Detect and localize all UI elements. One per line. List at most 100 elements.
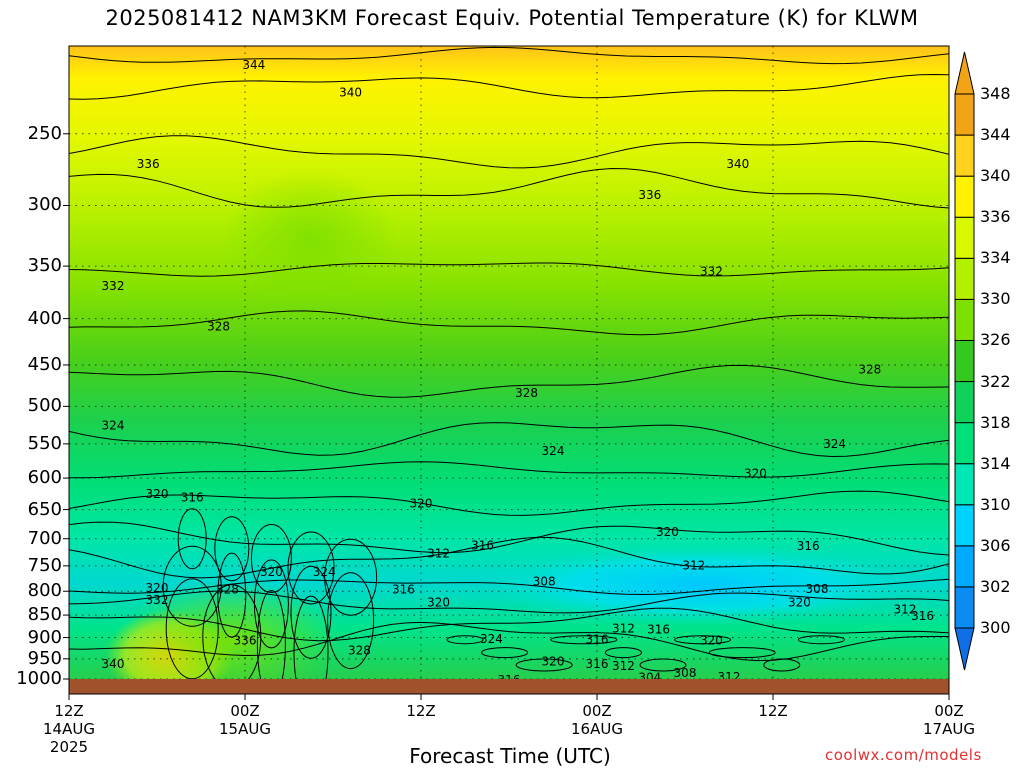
y-tick-label: 750	[27, 554, 62, 576]
contour-label: 308	[533, 574, 556, 588]
contour-label: 312	[682, 558, 705, 572]
source-credit[interactable]: coolwx.com/models	[825, 746, 982, 764]
colorbar-label: 326	[980, 330, 1011, 350]
x-tick-label: 12Z 14AUG 2025	[43, 702, 95, 756]
y-tick-label: 450	[27, 353, 62, 375]
colorbar-max-arrow	[954, 51, 975, 95]
colorbar-label: 318	[980, 412, 1011, 432]
convective-contour	[324, 538, 378, 616]
contour-label: 324	[823, 437, 846, 451]
boundary-layer-contour	[604, 647, 642, 659]
contour-label: 320	[788, 595, 811, 609]
contour-label: 320	[542, 654, 565, 668]
x-tick-label: 12Z	[406, 702, 436, 720]
contour-label: 308	[674, 666, 697, 680]
contour-label: 336	[234, 634, 257, 648]
isoline	[69, 536, 949, 579]
y-tick-label: 850	[27, 604, 62, 626]
convective-contour	[256, 590, 286, 694]
isoline	[69, 364, 949, 398]
y-tick-label: 650	[27, 498, 62, 520]
colorbar-swatch	[954, 504, 975, 547]
contour-label: 324	[480, 632, 503, 646]
colorbar-swatch	[954, 339, 975, 383]
y-tick-label: 950	[27, 647, 62, 669]
y-tick-label: 500	[27, 395, 62, 417]
x-tick-label: 12Z	[758, 702, 788, 720]
contour-label: 312	[612, 622, 635, 636]
contour-label: 312	[427, 547, 450, 561]
isoline	[69, 46, 949, 65]
colorbar-swatch	[954, 216, 975, 259]
contour-label: 320	[260, 565, 283, 579]
convective-contour	[287, 531, 335, 605]
isoline	[69, 578, 949, 596]
x-tick-label: 00Z 17AUG	[923, 702, 975, 738]
x-tick-label: 00Z 15AUG	[219, 702, 271, 738]
isoline	[69, 590, 949, 614]
x-axis-title: Forecast Time (UTC)	[409, 744, 611, 768]
boundary-layer-contour	[446, 635, 484, 645]
y-tick-label: 550	[27, 432, 62, 454]
contour-label: 332	[700, 265, 723, 279]
x-tick-label: 00Z 16AUG	[571, 702, 623, 738]
contour-label: 320	[146, 581, 169, 595]
colorbar-label: 314	[980, 453, 1011, 473]
y-tick-label: 250	[27, 122, 62, 144]
terrain-bar	[69, 679, 949, 694]
colorbar-label: 336	[980, 207, 1011, 227]
cold-pool-region	[480, 545, 920, 625]
contour-lines	[69, 46, 949, 694]
contour-label: 316	[647, 623, 670, 637]
colorbar-swatch	[954, 422, 975, 465]
contour-label: 328	[216, 582, 239, 596]
isoline	[69, 490, 949, 516]
contour-label: 328	[858, 362, 881, 376]
boundary-layer-contour	[763, 658, 801, 672]
contour-label: 324	[313, 565, 336, 579]
grid	[69, 46, 949, 680]
isoline	[69, 422, 949, 458]
y-tick-label: 300	[27, 194, 62, 216]
convective-contour	[162, 545, 222, 627]
colorbar-swatch	[954, 134, 975, 177]
colorbar-label: 330	[980, 289, 1011, 309]
contour-label: 328	[348, 643, 371, 657]
y-axis-ticks	[63, 133, 69, 680]
midlevel-green-plume	[220, 170, 400, 310]
isoline	[69, 461, 949, 479]
colorbar-label: 310	[980, 494, 1011, 514]
contour-label: 320	[700, 634, 723, 648]
contour-label: 336	[638, 188, 661, 202]
contour-label: 316	[797, 539, 820, 553]
colorbar-swatch	[954, 463, 975, 506]
isoline	[69, 135, 949, 169]
colorbar-swatch	[954, 298, 975, 341]
colorbar-swatch	[954, 545, 975, 588]
boundary-layer-contour	[639, 658, 687, 672]
contour-label: 332	[146, 593, 169, 607]
contour-label: 312	[894, 602, 917, 616]
contour-label: 340	[339, 85, 362, 99]
contour-label: 316	[911, 609, 934, 623]
isoline	[69, 73, 949, 100]
contour-label: 324	[542, 444, 565, 458]
y-tick-label: 400	[27, 307, 62, 329]
convective-contour	[214, 516, 250, 582]
y-tick-label: 600	[27, 467, 62, 489]
contour-label: 328	[207, 319, 230, 333]
boundary-layer-contour	[708, 647, 776, 659]
isoline	[69, 167, 949, 209]
colorbar-swatch	[954, 175, 975, 218]
colorbar-swatch	[954, 381, 975, 424]
colorbar-swatch	[954, 93, 975, 136]
colorbar-swatch	[954, 257, 975, 300]
contour-label: 320	[146, 487, 169, 501]
boundary-layer-contour	[674, 635, 732, 645]
contour-label: 308	[806, 582, 829, 596]
colorbar-label: 300	[980, 618, 1011, 637]
colorbar-label: 334	[980, 248, 1011, 268]
contour-label: 340	[102, 657, 125, 671]
contour-label: 316	[586, 657, 609, 671]
contour-label: 316	[181, 490, 204, 504]
